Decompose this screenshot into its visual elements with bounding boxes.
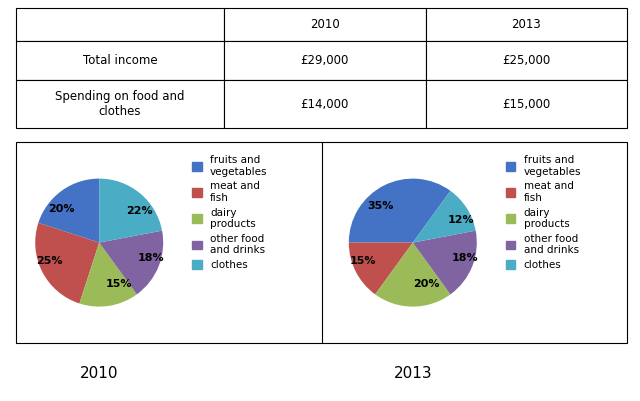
- Legend: fruits and
vegetables, meat and
fish, dairy
products, other food
and drinks, clo: fruits and vegetables, meat and fish, da…: [193, 155, 268, 270]
- Text: 2010: 2010: [80, 366, 118, 381]
- Bar: [426, 80, 627, 128]
- Text: Total income: Total income: [83, 54, 157, 67]
- Bar: [224, 80, 426, 128]
- Bar: [224, 8, 426, 41]
- Wedge shape: [99, 231, 163, 294]
- Text: 25%: 25%: [36, 257, 62, 267]
- Text: 15%: 15%: [106, 279, 132, 289]
- Text: 2010: 2010: [310, 18, 340, 31]
- Wedge shape: [375, 243, 451, 307]
- Bar: [426, 8, 627, 41]
- Bar: [426, 41, 627, 80]
- Text: 12%: 12%: [448, 215, 474, 225]
- Text: 20%: 20%: [48, 204, 75, 214]
- Text: £14,000: £14,000: [300, 98, 349, 111]
- Text: 18%: 18%: [451, 253, 478, 263]
- Text: 20%: 20%: [413, 279, 439, 289]
- Text: Spending on food and
clothes: Spending on food and clothes: [55, 90, 185, 118]
- Wedge shape: [349, 178, 451, 243]
- Text: 35%: 35%: [367, 200, 394, 211]
- Wedge shape: [79, 243, 137, 307]
- Text: 2013: 2013: [511, 18, 541, 31]
- Bar: [224, 41, 426, 80]
- Bar: [16, 8, 224, 41]
- Text: £29,000: £29,000: [300, 54, 349, 67]
- Text: 2013: 2013: [394, 366, 432, 381]
- Text: 22%: 22%: [125, 206, 152, 216]
- Bar: [16, 41, 224, 80]
- Wedge shape: [413, 191, 476, 243]
- Wedge shape: [349, 243, 413, 294]
- Text: £25,000: £25,000: [502, 54, 550, 67]
- Wedge shape: [413, 231, 477, 294]
- Wedge shape: [99, 178, 162, 243]
- Text: 15%: 15%: [349, 257, 376, 267]
- Legend: fruits and
vegetables, meat and
fish, dairy
products, other food
and drinks, clo: fruits and vegetables, meat and fish, da…: [506, 155, 581, 270]
- Wedge shape: [38, 178, 99, 243]
- Text: £15,000: £15,000: [502, 98, 550, 111]
- Text: 18%: 18%: [138, 253, 164, 263]
- Bar: [16, 80, 224, 128]
- Wedge shape: [35, 223, 99, 304]
